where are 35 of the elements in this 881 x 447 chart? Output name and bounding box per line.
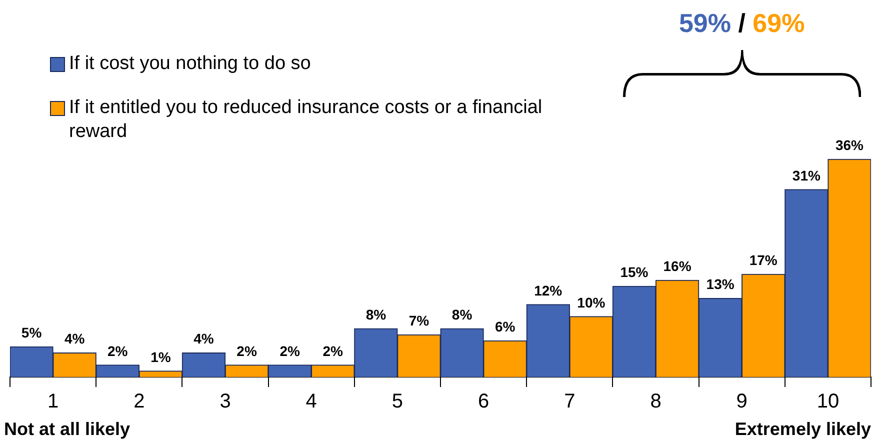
data-label: 16% — [663, 258, 692, 274]
x-tick-label: 10 — [816, 390, 840, 413]
x-tick-label: 7 — [564, 390, 576, 413]
data-label: 4% — [64, 330, 86, 347]
legend-label: If it entitled you to reduced insurance costs or a financial reward — [69, 96, 544, 144]
x-tick-label: 9 — [736, 390, 748, 413]
data-label: 13% — [706, 276, 735, 292]
text: Not at all likely — [4, 419, 130, 440]
data-label: 17% — [749, 252, 778, 268]
data-label: 12% — [534, 282, 563, 298]
data-label: 8% — [366, 306, 387, 322]
data-label: 10% — [577, 294, 606, 310]
data-label: 2% — [280, 342, 300, 359]
x-tick-label: 5 — [392, 390, 404, 413]
text: 59% / 69% — [678, 8, 805, 38]
data-label: 15% — [620, 264, 649, 280]
text: Extremely likely — [734, 419, 871, 440]
legend-label: If it cost you nothing to do so — [69, 52, 311, 76]
data-label: 4% — [194, 330, 214, 347]
x-tick-label: 3 — [220, 390, 231, 413]
data-label: 6% — [494, 318, 516, 335]
data-label: 36% — [835, 137, 864, 154]
x-tick-label: 6 — [478, 390, 490, 413]
data-label: 8% — [452, 306, 473, 322]
x-tick-label: 4 — [306, 390, 317, 413]
data-label: 5% — [21, 324, 42, 341]
data-label: 7% — [408, 312, 430, 329]
x-tick-label: 2 — [134, 390, 145, 413]
data-label: 31% — [792, 167, 821, 184]
data-label: 2% — [108, 342, 128, 359]
data-label: 2% — [236, 342, 258, 359]
x-tick-label: 8 — [650, 390, 662, 413]
data-label: 1% — [150, 348, 172, 365]
data-label: 2% — [322, 342, 344, 359]
x-tick-label: 1 — [47, 390, 59, 413]
